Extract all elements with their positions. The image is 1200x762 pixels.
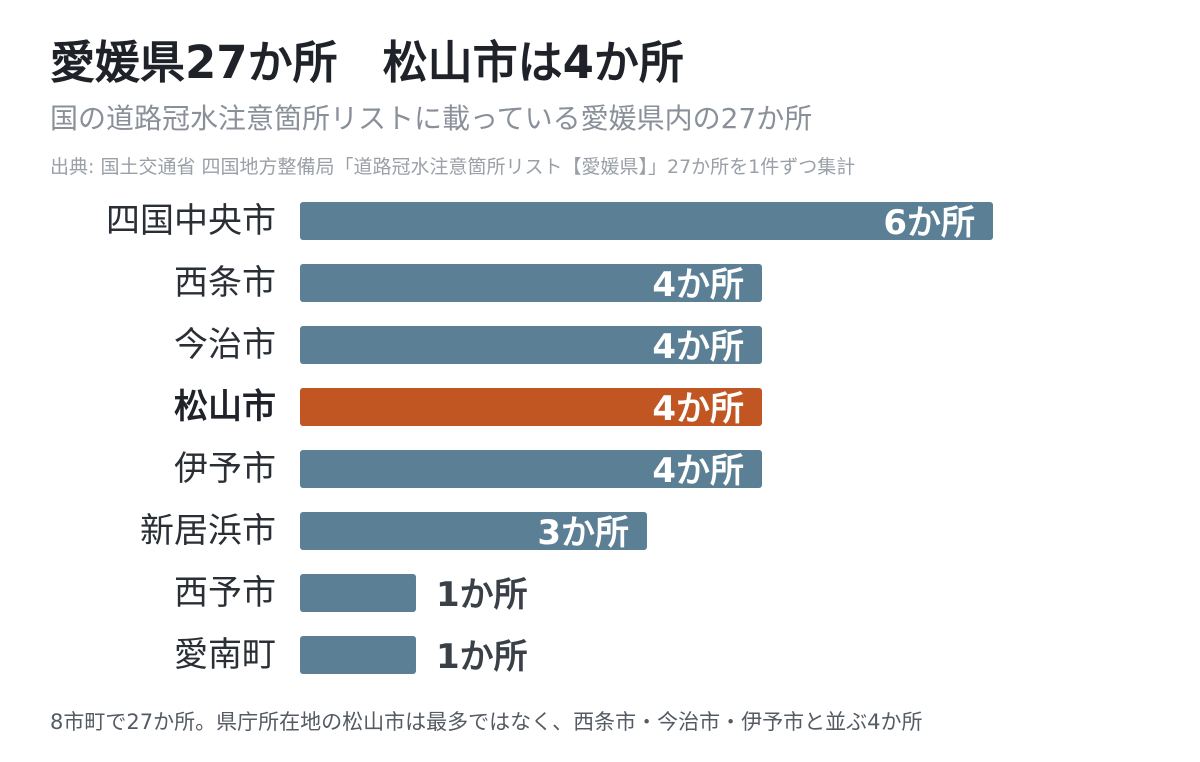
bar xyxy=(300,636,416,674)
chart-footnote: 8市町で27か所。県庁所在地の松山市は最多ではなく、西条市・今治市・伊予市と並ぶ… xyxy=(50,710,923,734)
bar xyxy=(300,512,647,550)
bar-group: 四国中央市 6か所 xyxy=(106,201,993,243)
category-label: 新居浜市 xyxy=(140,511,276,551)
value-label: 1か所 xyxy=(436,575,528,615)
bar-group: 今治市 4か所 xyxy=(174,325,762,367)
bar xyxy=(300,574,416,612)
category-label: 西条市 xyxy=(174,263,276,303)
value-label: 4か所 xyxy=(652,327,744,367)
bar-highlight xyxy=(300,388,762,426)
bar-group: 伊予市 4か所 xyxy=(174,449,762,491)
value-label: 4か所 xyxy=(652,451,744,491)
bar xyxy=(300,326,762,364)
value-label: 4か所 xyxy=(652,389,744,429)
category-label: 松山市 xyxy=(174,387,276,427)
category-label: 四国中央市 xyxy=(106,201,276,241)
category-label: 西予市 xyxy=(174,573,276,613)
bar xyxy=(300,202,993,240)
value-label: 6か所 xyxy=(883,203,975,243)
bar-group: 松山市 4か所 xyxy=(174,387,762,429)
category-label: 今治市 xyxy=(174,325,276,365)
value-label: 3か所 xyxy=(537,513,629,553)
category-label: 愛南町 xyxy=(174,635,276,675)
chart-subtitle: 国の道路冠水注意箇所リストに載っている愛媛県内の27か所 xyxy=(50,102,813,135)
category-label: 伊予市 xyxy=(174,449,276,489)
bar-group: 新居浜市 3か所 xyxy=(140,511,647,553)
bar xyxy=(300,264,762,302)
bar xyxy=(300,450,762,488)
chart-source: 出典: 国土交通省 四国地方整備局「道路冠水注意箇所リスト【愛媛県】」27か所を… xyxy=(50,156,856,178)
value-label: 4か所 xyxy=(652,265,744,305)
chart-title: 愛媛県27か所 松山市は4か所 xyxy=(50,36,684,89)
bar-group: 西予市 1か所 xyxy=(174,573,528,615)
bar-group: 西条市 4か所 xyxy=(174,263,762,305)
value-label: 1か所 xyxy=(436,637,528,677)
bar-group: 愛南町 1か所 xyxy=(174,635,528,677)
